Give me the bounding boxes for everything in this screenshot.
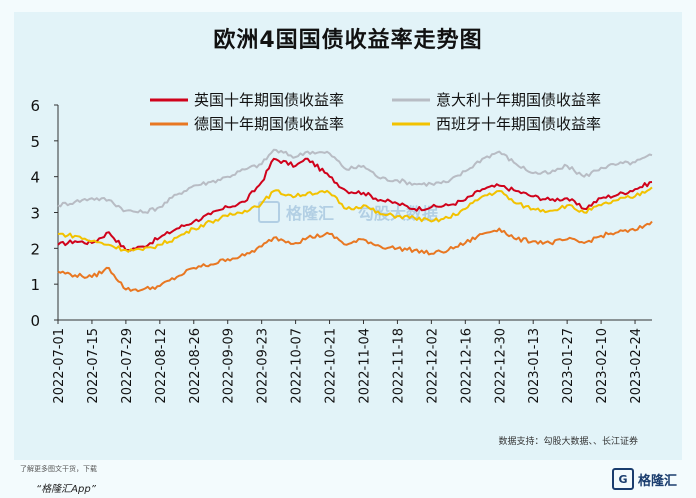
chart-title: 欧洲4国国债收益率走势图: [213, 28, 483, 53]
x-tick-label: 2022-12-16: [459, 328, 474, 404]
x-tick-label: 2022-07-01: [52, 328, 67, 404]
x-tick-label: 2023-02-24: [629, 328, 644, 404]
x-tick-label: 2023-02-10: [595, 328, 610, 404]
chart-panel: [14, 12, 682, 460]
x-tick-label: 2023-01-13: [527, 328, 542, 404]
legend-label: 西班牙十年期国债收益率: [436, 115, 601, 133]
y-tick-label: 4: [30, 169, 40, 187]
data-source: 数据支持：勾股大数据、、长江证券: [498, 437, 638, 447]
y-tick-label: 3: [30, 205, 40, 223]
brand-logo-icon: G: [612, 468, 634, 490]
y-tick-label: 0: [30, 312, 40, 330]
x-tick-label: 2023-01-27: [561, 328, 576, 404]
x-tick-label: 2022-12-02: [425, 328, 440, 404]
x-tick-label: 2022-11-04: [357, 328, 372, 404]
watermark-left: 格隆汇: [286, 204, 335, 223]
x-tick-label: 2022-12-30: [493, 328, 508, 404]
brand-logo-text: 格隆汇: [638, 473, 678, 489]
x-tick-label: 2022-10-07: [290, 328, 305, 404]
x-tick-label: 2022-10-21: [324, 328, 339, 404]
footer-note: 了解更多图文干货，下载: [20, 465, 97, 473]
x-tick-label: 2022-09-23: [256, 328, 271, 404]
x-tick-label: 2022-08-12: [154, 328, 169, 404]
x-tick-label: 2022-08-26: [188, 328, 203, 404]
series-line: [57, 157, 653, 252]
legend-label: 德国十年期国债收益率: [194, 115, 344, 133]
legend-label: 英国十年期国债收益率: [194, 91, 344, 109]
x-tick-label: 2022-07-15: [86, 328, 101, 404]
series-line: [57, 220, 653, 293]
y-tick-label: 2: [30, 240, 40, 258]
legend-label: 意大利十年期国债收益率: [436, 91, 601, 109]
y-tick-label: 1: [30, 276, 40, 294]
y-tick-label: 6: [30, 97, 40, 115]
x-tick-label: 2022-09-09: [222, 328, 237, 404]
x-tick-label: 2022-11-18: [391, 328, 406, 404]
brand-logo: G 格隆汇: [612, 466, 684, 492]
x-tick-label: 2022-07-29: [120, 328, 135, 404]
watermark-logo-icon: [258, 201, 280, 223]
series-line: [57, 186, 653, 253]
footer-app-name: “格隆汇App”: [36, 484, 96, 495]
series-line: [57, 148, 653, 214]
y-tick-label: 5: [30, 133, 40, 151]
